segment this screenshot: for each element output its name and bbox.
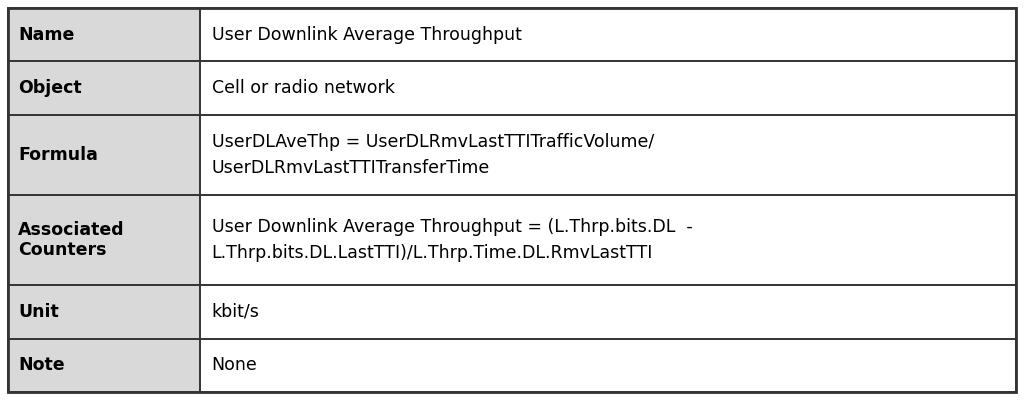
Text: Note: Note — [18, 356, 65, 374]
Bar — [8, 115, 200, 195]
Text: Associated
Counters: Associated Counters — [18, 221, 125, 260]
Text: kbit/s: kbit/s — [212, 303, 259, 321]
Bar — [200, 115, 1016, 195]
Bar — [200, 339, 1016, 392]
Text: User Downlink Average Throughput: User Downlink Average Throughput — [212, 26, 521, 44]
Bar — [8, 8, 200, 61]
Text: Unit: Unit — [18, 303, 58, 321]
Bar — [200, 61, 1016, 115]
Bar — [200, 285, 1016, 339]
Bar — [8, 339, 200, 392]
Text: None: None — [212, 356, 257, 374]
Text: Cell or radio network: Cell or radio network — [212, 79, 394, 97]
Bar — [200, 339, 1016, 392]
Bar — [8, 8, 200, 61]
Text: User Downlink Average Throughput = (L.Thrp.bits.DL  -
L.Thrp.bits.DL.LastTTI)/L.: User Downlink Average Throughput = (L.Th… — [212, 218, 692, 262]
Bar — [200, 8, 1016, 61]
Bar — [8, 115, 200, 195]
Bar — [200, 61, 1016, 115]
Bar — [200, 195, 1016, 285]
Bar — [200, 115, 1016, 195]
Text: Object: Object — [18, 79, 82, 97]
Bar — [8, 285, 200, 339]
Bar — [200, 8, 1016, 61]
Bar — [8, 61, 200, 115]
Bar — [8, 61, 200, 115]
Bar — [200, 285, 1016, 339]
Bar — [8, 195, 200, 285]
Text: UserDLAveThp = UserDLRmvLastTTITrafficVolume/
UserDLRmvLastTTITransferTime: UserDLAveThp = UserDLRmvLastTTITrafficVo… — [212, 133, 653, 177]
Bar — [8, 339, 200, 392]
Text: Name: Name — [18, 26, 75, 44]
Bar — [8, 195, 200, 285]
Text: Formula: Formula — [18, 146, 98, 164]
Bar — [200, 195, 1016, 285]
Bar — [8, 285, 200, 339]
